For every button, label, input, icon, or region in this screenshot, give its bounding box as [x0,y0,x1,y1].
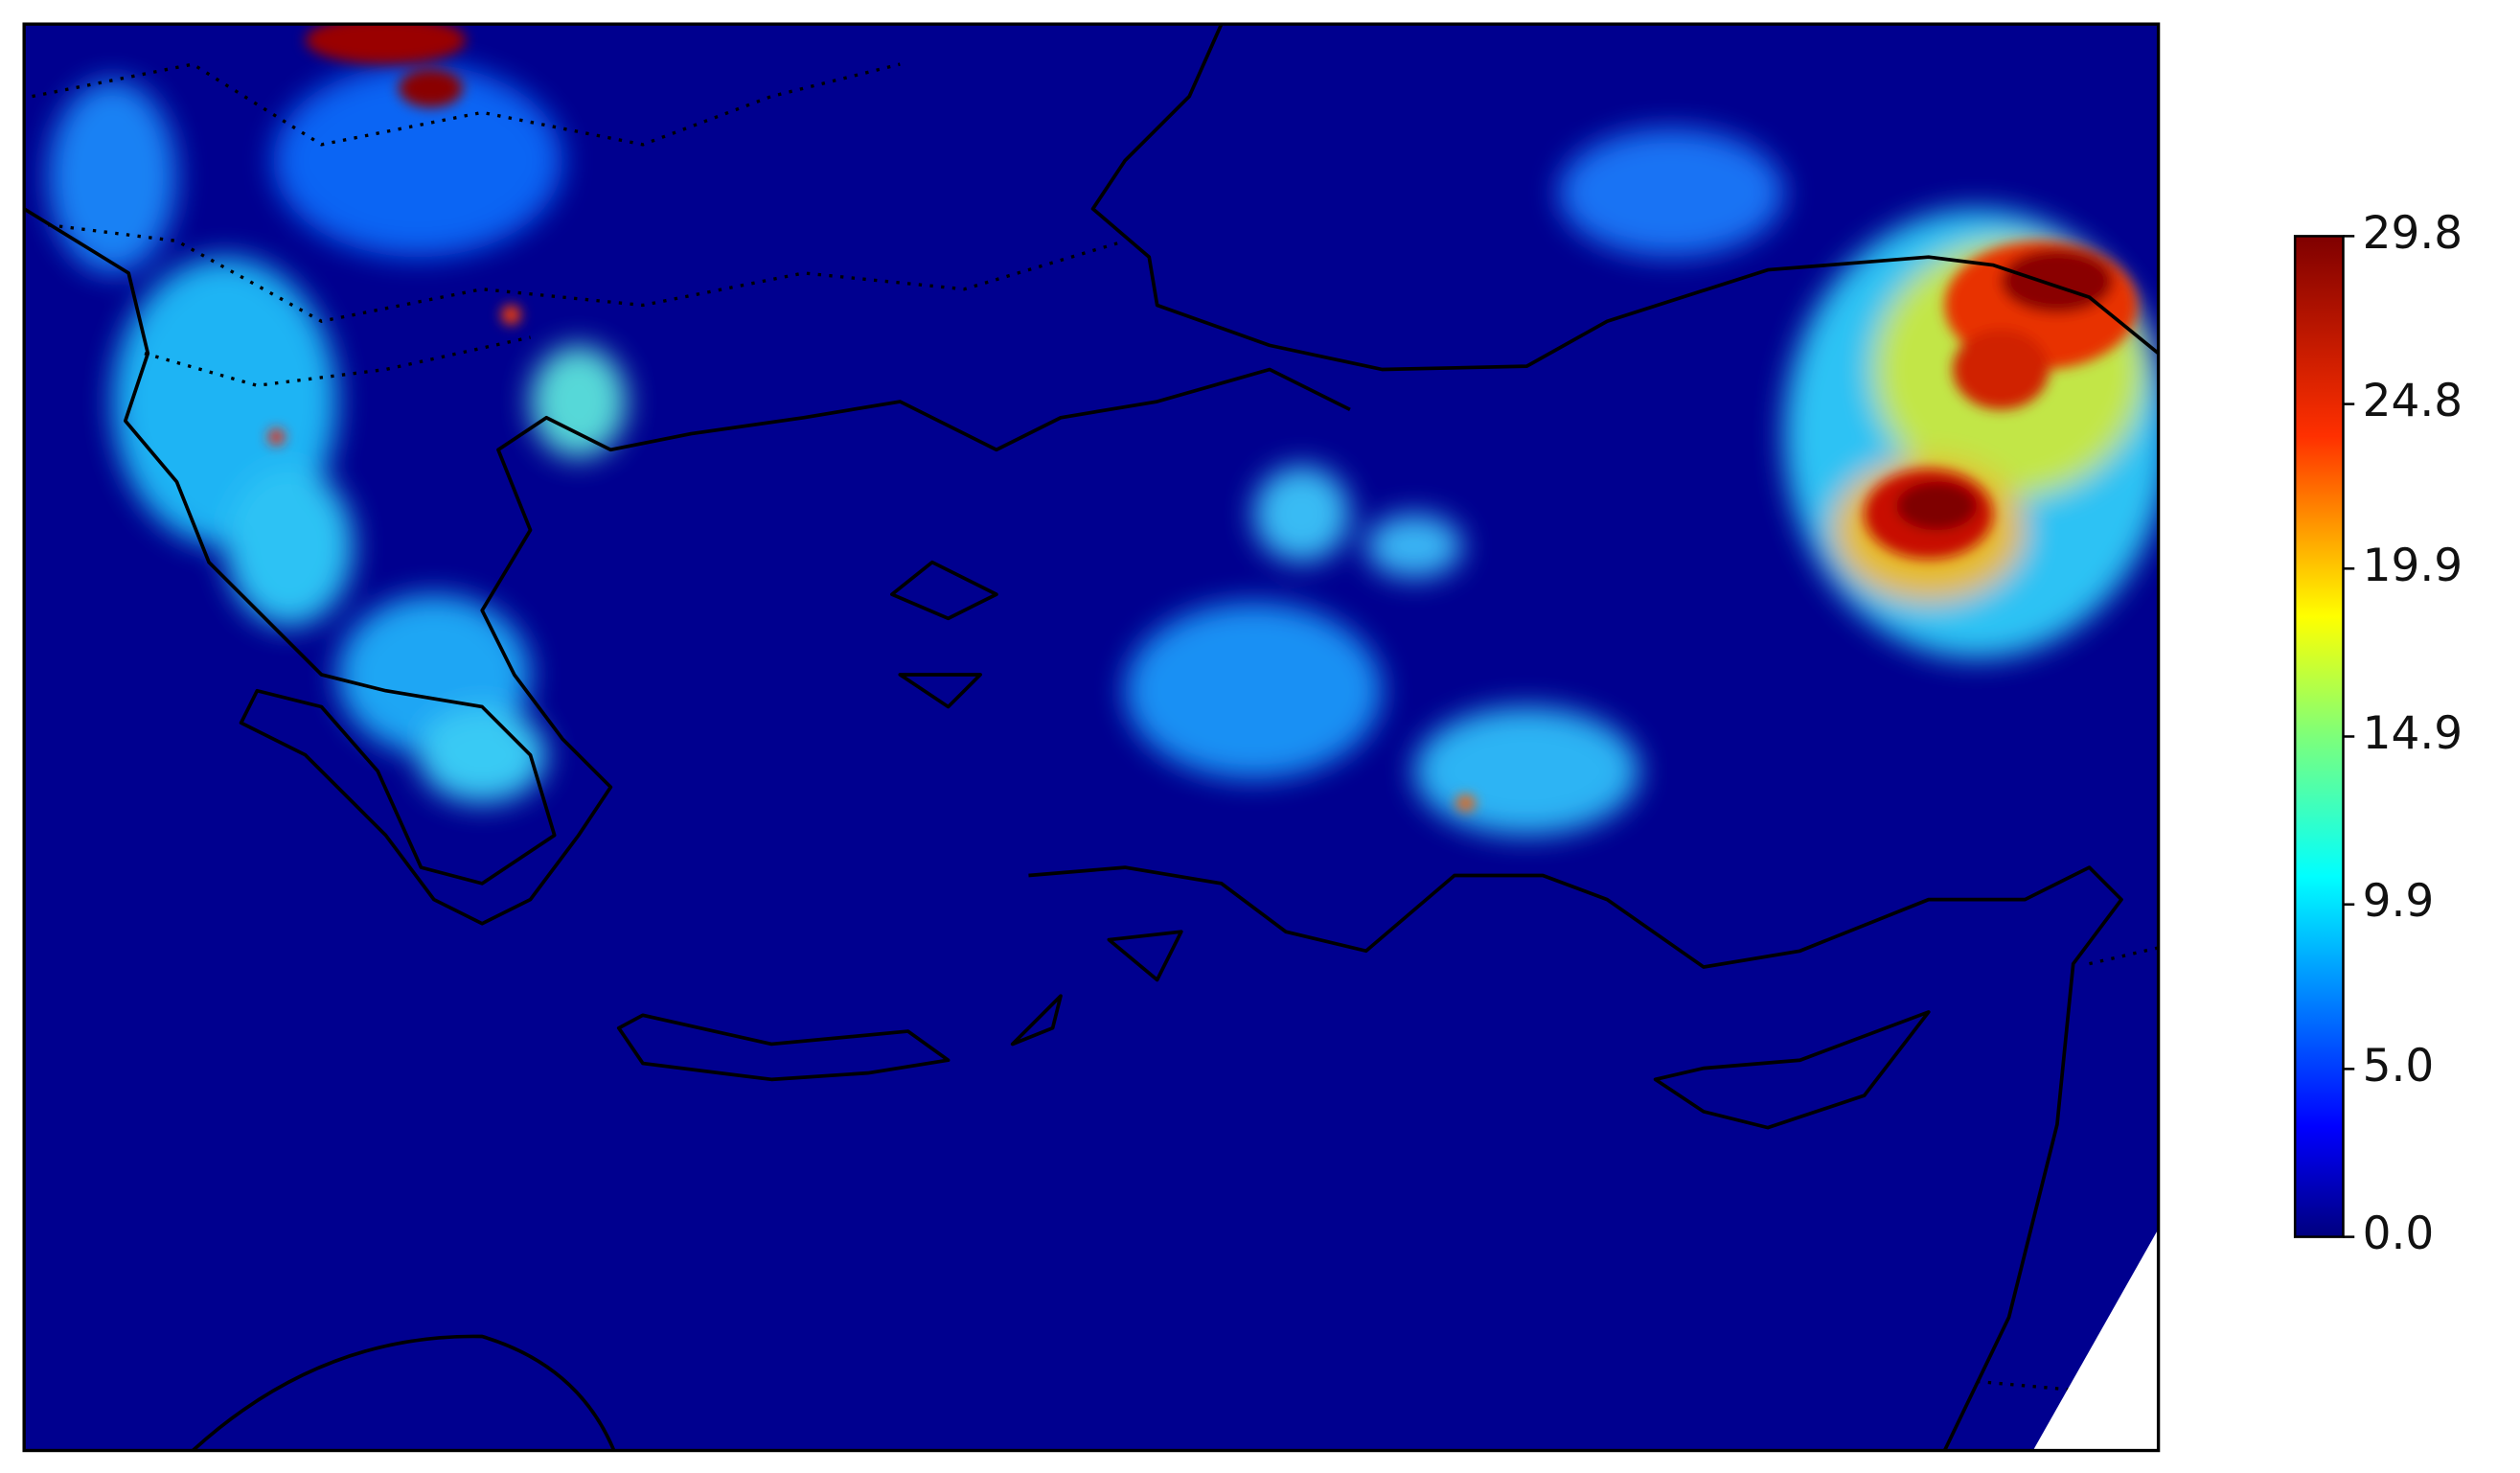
colorbar-tick-label: 9.9 [2363,875,2435,928]
colorbar-tick-label: 14.9 [2363,707,2463,760]
colorbar-tick-label: 0.0 [2363,1208,2435,1260]
colorbar-tick-label: 24.8 [2363,375,2463,427]
colorbar [2293,235,2345,1238]
map-frame [22,22,2161,1453]
colorbar-tick-label: 19.9 [2363,540,2463,592]
colorbar-tick-label: 29.8 [2363,207,2463,260]
map-field [24,24,2159,1451]
colorbar-tick-label: 5.0 [2363,1040,2435,1093]
